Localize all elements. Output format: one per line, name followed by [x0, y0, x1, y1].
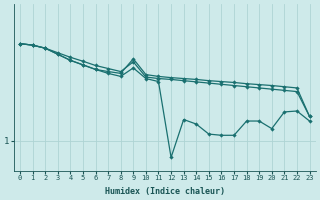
X-axis label: Humidex (Indice chaleur): Humidex (Indice chaleur): [105, 187, 225, 196]
